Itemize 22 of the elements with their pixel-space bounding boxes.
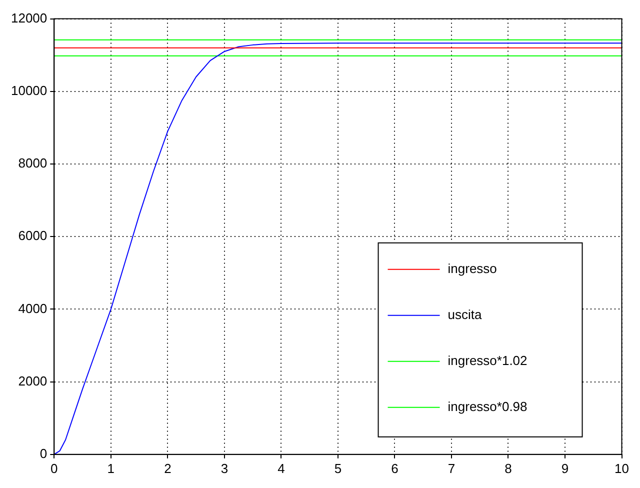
y-tick-label: 12000 xyxy=(10,10,48,26)
x-tick-label: 7 xyxy=(448,460,456,476)
y-tick-label: 4000 xyxy=(18,300,48,316)
y-tick-label: 6000 xyxy=(18,228,48,244)
y-tick-label: 10000 xyxy=(10,82,48,98)
x-tick-label: 0 xyxy=(50,460,58,476)
x-tick-label: 3 xyxy=(220,460,228,476)
y-tick-label: 2000 xyxy=(18,373,48,388)
x-tick-label: 4 xyxy=(278,460,285,476)
y-tick-label: 0 xyxy=(40,446,48,461)
x-tick-label: 10 xyxy=(614,460,630,476)
x-tick-label: 9 xyxy=(561,460,569,476)
legend-label: ingresso*1.02 xyxy=(448,352,528,368)
legend-label: ingresso*0.98 xyxy=(448,398,528,414)
y-tick-label: 8000 xyxy=(18,156,48,171)
legend-label: ingresso xyxy=(448,260,497,276)
legend-label: uscita xyxy=(448,306,482,322)
x-tick-label: 6 xyxy=(391,460,398,476)
x-tick-label: 8 xyxy=(504,460,512,476)
x-tick-label: 1 xyxy=(107,460,115,476)
x-tick-label: 5 xyxy=(334,460,342,476)
x-tick-label: 2 xyxy=(164,460,172,476)
